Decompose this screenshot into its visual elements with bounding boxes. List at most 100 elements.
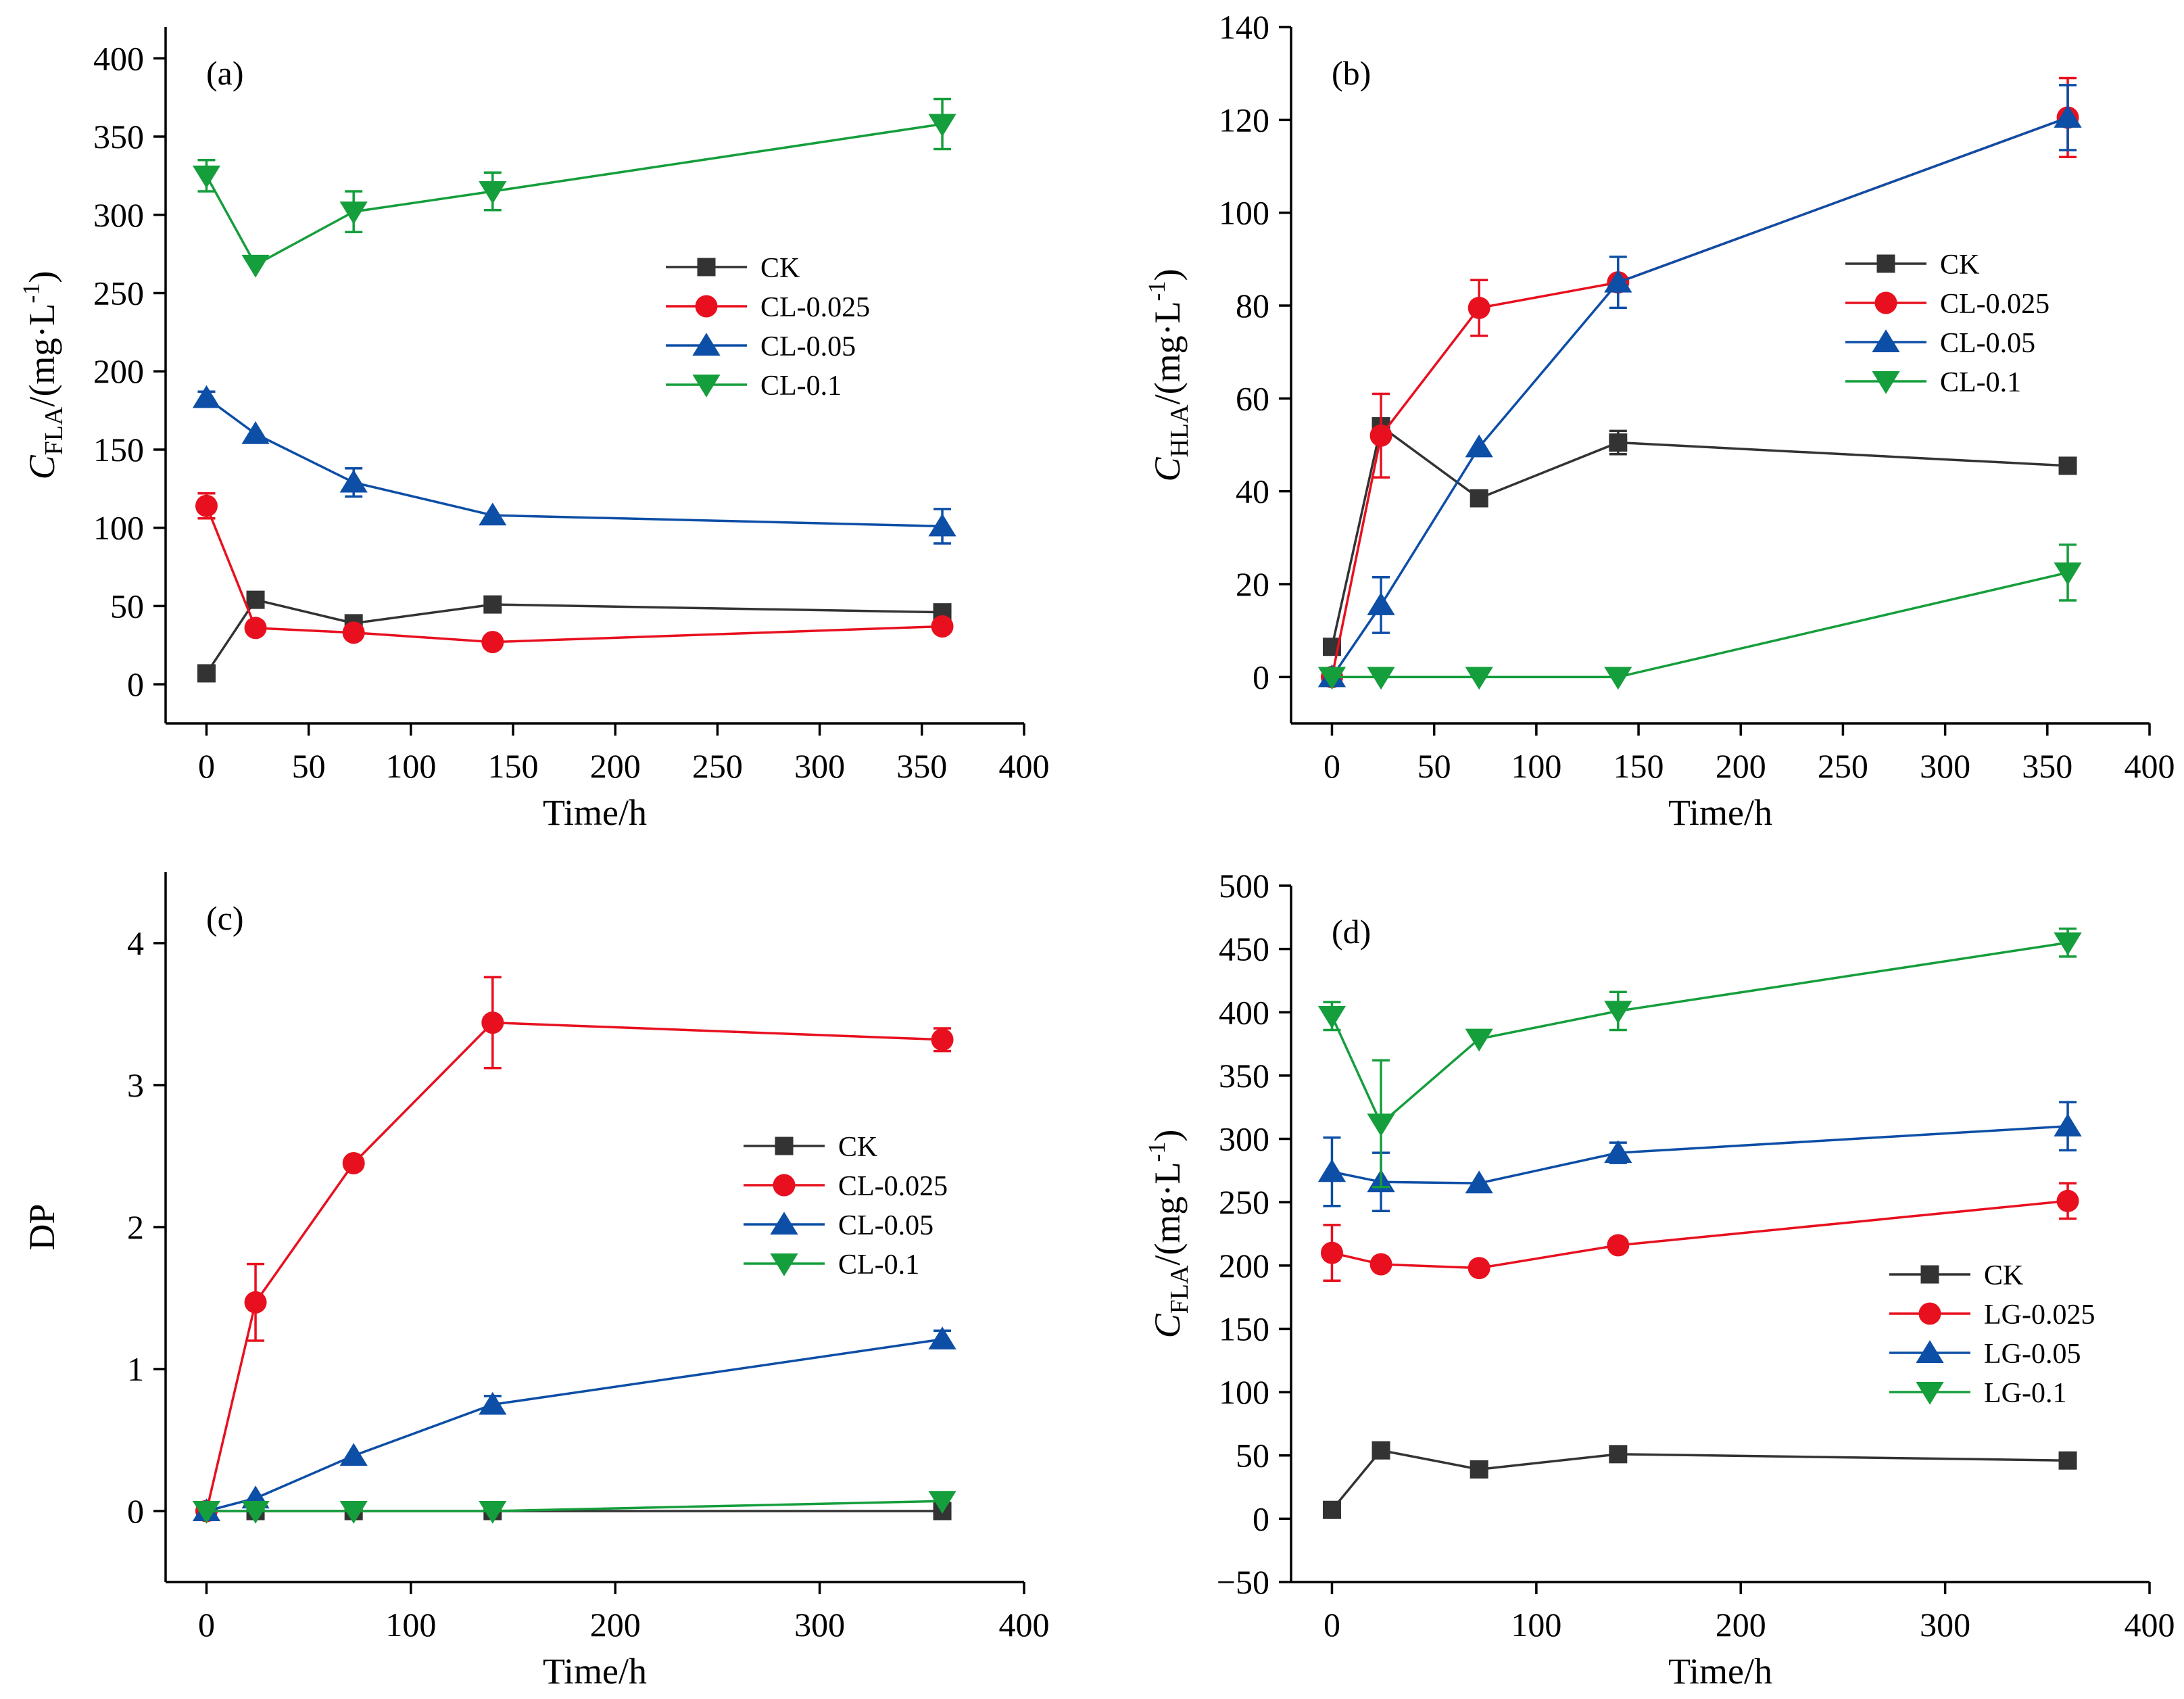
data-point (1465, 1028, 1493, 1052)
data-point (241, 1501, 270, 1524)
data-point (481, 1011, 504, 1034)
y-tick-label: 0 (127, 1492, 144, 1530)
y-tick-label: 100 (93, 509, 144, 547)
legend-label: CL-0.05 (838, 1210, 933, 1241)
y-tick-label: 120 (1219, 101, 1269, 139)
legend-marker (1874, 291, 1897, 314)
panel-label: (b) (1332, 54, 1371, 92)
data-point (339, 469, 368, 493)
data-point (1609, 1445, 1628, 1464)
series-line (205, 598, 943, 674)
data-point (1607, 1234, 1630, 1257)
data-point (1465, 434, 1493, 458)
legend-label: CL-0.05 (760, 331, 856, 362)
x-tick-label: 300 (794, 1606, 845, 1644)
legend-marker (1876, 254, 1895, 273)
x-tick-label: 100 (1511, 1606, 1561, 1644)
legend-marker (1872, 371, 1900, 394)
y-tick-label: 50 (1236, 1437, 1269, 1475)
data-point (1317, 667, 1346, 690)
series-line (1330, 424, 2068, 648)
y-axis-title: CFLA/(mg·L-1) (18, 271, 68, 480)
series-CL-0.05 (192, 385, 956, 545)
legend-label: CL-0.1 (760, 370, 842, 402)
legend-marker (695, 295, 718, 318)
y-tick-label: −50 (1217, 1563, 1269, 1601)
legend-label: CL-0.1 (1940, 367, 2021, 398)
legend-label: CK (760, 253, 800, 284)
x-tick-label: 400 (2125, 1606, 2175, 1644)
panel-d: 0 100 200 300 400 −50 0 50 100 150 200 250 300 350 400… (1143, 867, 2175, 1692)
x-tick-label: 250 (1818, 747, 1868, 785)
data-point (339, 201, 368, 224)
series-line (1332, 571, 2068, 679)
data-point (339, 1501, 368, 1524)
data-point (1470, 489, 1488, 508)
series-CK (1322, 417, 2077, 656)
data-point (244, 617, 267, 640)
legend-marker (1872, 329, 1900, 352)
y-tick-label: 400 (1219, 993, 1269, 1031)
series-CK (197, 590, 952, 683)
data-point (1604, 1140, 1632, 1164)
data-point (342, 1152, 365, 1174)
y-tick-label: 250 (93, 274, 144, 312)
legend-marker (770, 1212, 798, 1235)
data-point (342, 621, 365, 644)
data-point (192, 1501, 221, 1524)
y-tick-label: 40 (1236, 473, 1269, 510)
y-axis-title: CFLA/(mg·L-1) (1143, 1130, 1194, 1339)
y-tick-label: 300 (93, 196, 144, 234)
data-point (1369, 1253, 1392, 1276)
data-point (1367, 1114, 1395, 1136)
data-point (192, 165, 221, 189)
series-line (206, 1500, 943, 1512)
x-tick-label: 150 (1613, 747, 1664, 785)
panel-b: 0 50 100 150 200 250 300 350 400 0 20 40 60 80 100 120 1… (1143, 8, 2175, 833)
series-LG-0.025 (1320, 1182, 2079, 1283)
x-tick-label: 50 (292, 747, 326, 785)
data-point (2058, 1451, 2077, 1470)
legend-marker (692, 333, 721, 356)
data-point (246, 590, 265, 609)
panel-c: 0 100 200 300 40001234Time/hDP(c)CKCL-0.025C… (22, 872, 1050, 1692)
data-point (2054, 105, 2082, 128)
y-axis-title: DP (22, 1203, 62, 1250)
data-point (1604, 269, 1632, 293)
legend-label: CK (1984, 1260, 2023, 1291)
data-point (1465, 667, 1493, 690)
data-point (479, 181, 507, 204)
x-tick-label: 300 (1920, 1606, 1970, 1644)
y-tick-label: 250 (1219, 1183, 1269, 1221)
legend-marker (775, 1136, 794, 1155)
series-line (205, 1021, 943, 1512)
legend: CK LG-0.025 LG-0.05 LG-0.1 (1889, 1260, 2095, 1409)
legend-marker (1916, 1340, 1944, 1363)
legend-label: LG-0.025 (1984, 1299, 2095, 1331)
series-LG-0.05 (1317, 1101, 2082, 1213)
legend-label: CK (838, 1132, 877, 1163)
series-line (1332, 1125, 2068, 1184)
y-tick-label: 1 (127, 1350, 144, 1388)
x-tick-label: 300 (794, 747, 845, 785)
legend-label: CL-0.025 (838, 1171, 948, 1202)
y-tick-label: 150 (93, 431, 144, 469)
series-line (1331, 1449, 2068, 1511)
data-point (479, 502, 507, 526)
y-tick-label: 100 (1219, 194, 1269, 232)
y-tick-label: 80 (1236, 287, 1269, 325)
y-tick-label: 2 (127, 1208, 144, 1246)
data-point (1317, 1159, 1346, 1182)
x-tick-label: 100 (1511, 747, 1561, 785)
legend: CK CL-0.025 CL-0.05 CL-0.1 (1845, 249, 2049, 398)
y-tick-label: 4 (127, 924, 144, 962)
x-axis-title: Time/h (543, 792, 647, 833)
x-axis-title: Time/h (1668, 792, 1772, 833)
x-tick-label: 400 (999, 1606, 1050, 1644)
legend-label: CL-0.05 (1940, 328, 2035, 359)
y-tick-label: 450 (1219, 930, 1269, 968)
data-point (931, 1028, 954, 1051)
data-point (1604, 1001, 1632, 1024)
legend-marker (692, 375, 721, 398)
